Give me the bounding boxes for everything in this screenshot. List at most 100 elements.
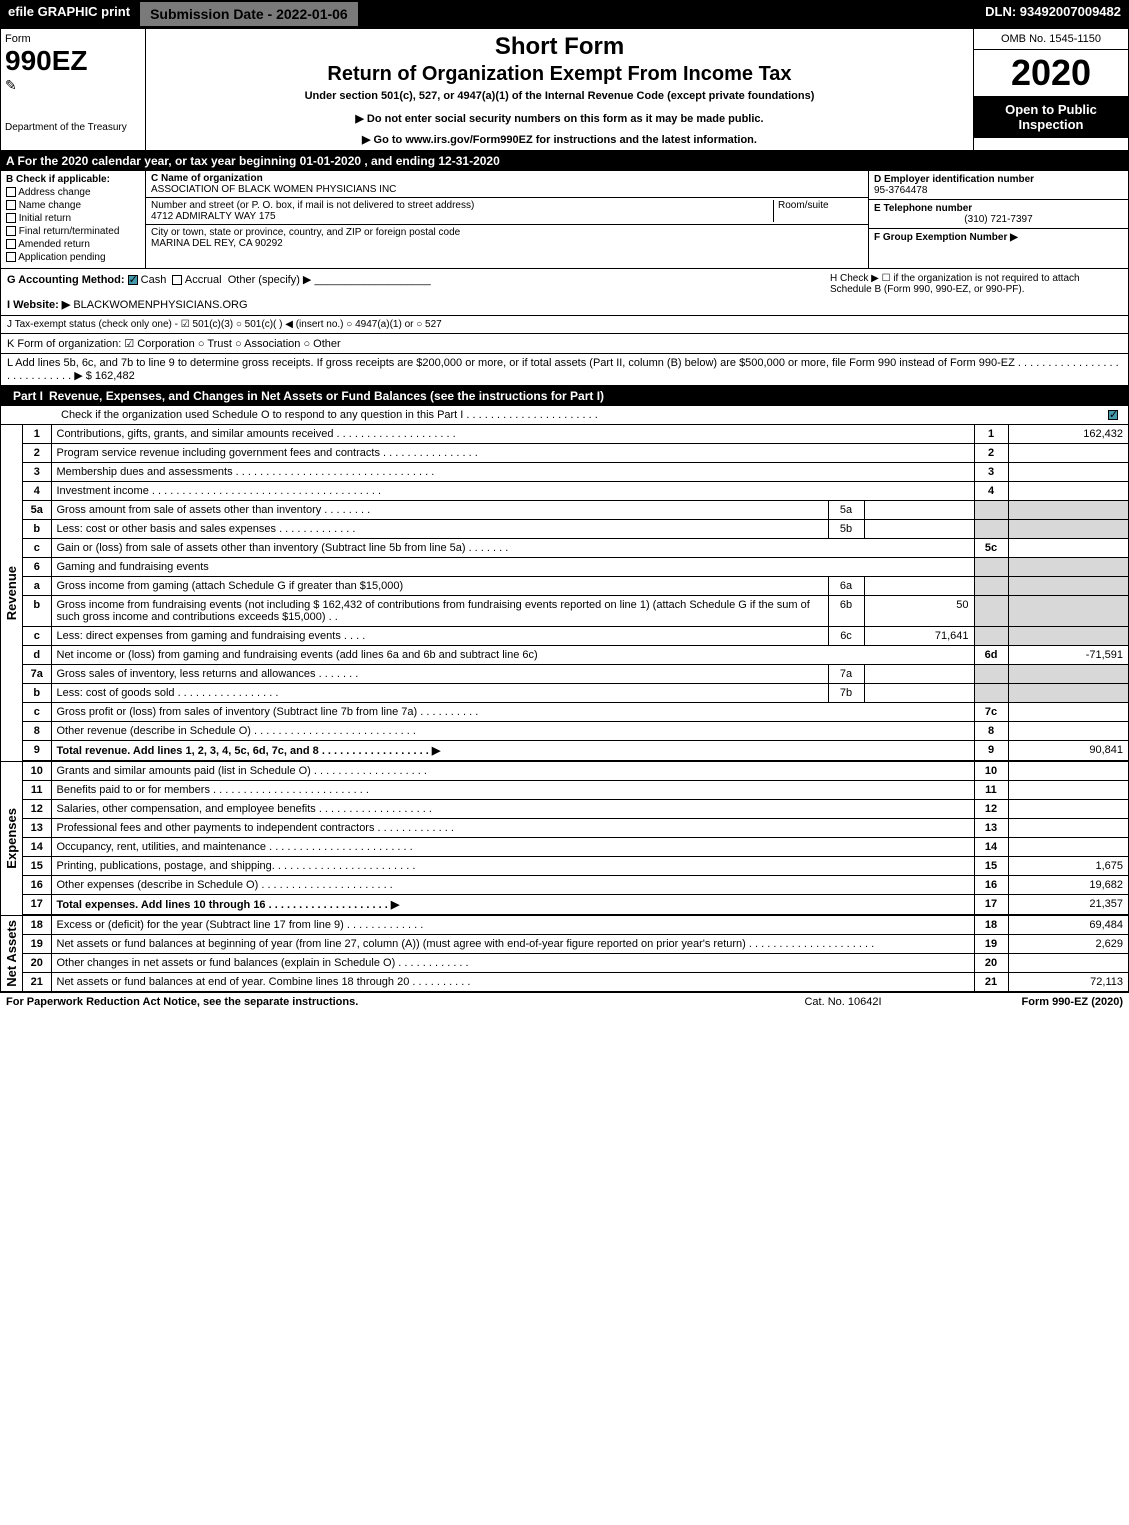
c-name-label: C Name of organization — [151, 173, 263, 184]
header-left: Form 990EZ ✎ Department of the Treasury — [1, 29, 146, 150]
line-6d-text: Net income or (loss) from gaming and fun… — [51, 646, 974, 665]
form-label: Form — [5, 33, 141, 45]
line-7c-text: Gross profit or (loss) from sales of inv… — [51, 703, 974, 722]
short-form-title: Short Form — [152, 33, 967, 61]
b-address-change[interactable]: Address change — [6, 187, 140, 198]
b-title: B Check if applicable: — [6, 174, 140, 185]
net-assets-label: Net Assets — [1, 916, 23, 991]
city-address: MARINA DEL REY, CA 90292 — [151, 238, 283, 249]
form-header: Form 990EZ ✎ Department of the Treasury … — [0, 28, 1129, 151]
line-6-text: Gaming and fundraising events — [51, 558, 974, 577]
org-name: ASSOCIATION OF BLACK WOMEN PHYSICIANS IN… — [151, 184, 396, 195]
part1-title: Revenue, Expenses, and Changes in Net As… — [49, 389, 1122, 403]
b-application-pending[interactable]: Application pending — [6, 252, 140, 263]
line-5b-text: Less: cost or other basis and sales expe… — [51, 520, 828, 539]
line-4-text: Investment income . . . . . . . . . . . … — [51, 482, 974, 501]
phone: (310) 721-7397 — [874, 214, 1123, 225]
line-10-text: Grants and similar amounts paid (list in… — [51, 762, 974, 781]
c-city-label: City or town, state or province, country… — [151, 227, 460, 238]
line-16-text: Other expenses (describe in Schedule O) … — [51, 876, 974, 895]
form-ref: Form 990-EZ (2020) — [943, 996, 1123, 1008]
g-h-block: G Accounting Method: Cash Accrual Other … — [0, 269, 1129, 316]
e-label: E Telephone number — [874, 203, 972, 214]
line-17-amount: 21,357 — [1008, 895, 1128, 915]
line-17-text: Total expenses. Add lines 10 through 16 … — [51, 895, 974, 915]
line-16-amount: 19,682 — [1008, 876, 1128, 895]
k-line: K Form of organization: ☑ Corporation ○ … — [0, 334, 1129, 354]
schedule-o-checkbox[interactable] — [1108, 410, 1118, 420]
dln: DLN: 93492007009482 — [977, 0, 1129, 28]
l-line: L Add lines 5b, 6c, and 7b to line 9 to … — [0, 354, 1129, 386]
under-section: Under section 501(c), 527, or 4947(a)(1)… — [152, 90, 967, 102]
goto-link[interactable]: ▶ Go to www.irs.gov/Form990EZ for instru… — [152, 133, 967, 146]
i-label: I Website: ▶ — [7, 299, 70, 311]
line-5a-text: Gross amount from sale of assets other t… — [51, 501, 828, 520]
part1-bar: Part I Revenue, Expenses, and Changes in… — [0, 386, 1129, 406]
part1-label: Part I — [7, 389, 49, 403]
line-6a-text: Gross income from gaming (attach Schedul… — [51, 577, 828, 596]
g-accrual-checkbox[interactable] — [172, 275, 182, 285]
efile-label: efile GRAPHIC print — [0, 0, 138, 28]
period-bar: A For the 2020 calendar year, or tax yea… — [0, 151, 1129, 171]
room-label: Room/suite — [778, 200, 829, 211]
website[interactable]: BLACKWOMENPHYSICIANS.ORG — [73, 299, 247, 311]
b-amended-return[interactable]: Amended return — [6, 239, 140, 250]
line-21-text: Net assets or fund balances at end of ye… — [51, 973, 974, 992]
line-1-num: 1 — [23, 425, 51, 444]
line-19-amount: 2,629 — [1008, 935, 1128, 954]
submission-date: Submission Date - 2022-01-06 — [138, 0, 360, 28]
revenue-section: Revenue 1Contributions, gifts, grants, a… — [0, 425, 1129, 761]
line-20-text: Other changes in net assets or fund bala… — [51, 954, 974, 973]
d-label: D Employer identification number — [874, 174, 1034, 185]
g-cash-checkbox[interactable] — [128, 275, 138, 285]
paperwork-notice: For Paperwork Reduction Act Notice, see … — [6, 996, 743, 1008]
top-bar: efile GRAPHIC print Submission Date - 20… — [0, 0, 1129, 28]
info-block: B Check if applicable: Address change Na… — [0, 171, 1129, 269]
line-7a-text: Gross sales of inventory, less returns a… — [51, 665, 828, 684]
return-title: Return of Organization Exempt From Incom… — [152, 63, 967, 86]
tax-year: 2020 — [974, 50, 1128, 96]
line-21-amount: 72,113 — [1008, 973, 1128, 992]
expenses-label: Expenses — [1, 762, 23, 915]
line-7b-text: Less: cost of goods sold . . . . . . . .… — [51, 684, 828, 703]
line-1-amount: 162,432 — [1008, 425, 1128, 444]
line-14-text: Occupancy, rent, utilities, and maintena… — [51, 838, 974, 857]
section-b: B Check if applicable: Address change Na… — [1, 171, 146, 268]
line-6c-text: Less: direct expenses from gaming and fu… — [51, 627, 828, 646]
line-6b-text: Gross income from fundraising events (no… — [51, 596, 828, 627]
ssn-warning: ▶ Do not enter social security numbers o… — [152, 112, 967, 125]
line-5c-text: Gain or (loss) from sale of assets other… — [51, 539, 974, 558]
line-3-text: Membership dues and assessments . . . . … — [51, 463, 974, 482]
header-right: OMB No. 1545-1150 2020 Open to Public In… — [973, 29, 1128, 150]
net-assets-section: Net Assets 18Excess or (deficit) for the… — [0, 915, 1129, 992]
section-c: C Name of organization ASSOCIATION OF BL… — [146, 171, 868, 268]
page-footer: For Paperwork Reduction Act Notice, see … — [0, 992, 1129, 1011]
g-label: G Accounting Method: — [7, 274, 125, 286]
omb-number: OMB No. 1545-1150 — [974, 29, 1128, 50]
department: Department of the Treasury — [5, 122, 141, 133]
j-line: J Tax-exempt status (check only one) - ☑… — [0, 316, 1129, 334]
line-6d-amount: -71,591 — [1008, 646, 1128, 665]
b-initial-return[interactable]: Initial return — [6, 213, 140, 224]
h-note: H Check ▶ ☐ if the organization is not r… — [822, 273, 1122, 311]
line-15-amount: 1,675 — [1008, 857, 1128, 876]
open-inspection: Open to Public Inspection — [974, 96, 1128, 138]
form-number: 990EZ — [5, 45, 141, 77]
line-15-text: Printing, publications, postage, and shi… — [51, 857, 974, 876]
b-name-change[interactable]: Name change — [6, 200, 140, 211]
line-6c-value: 71,641 — [864, 627, 974, 646]
expenses-section: Expenses 10Grants and similar amounts pa… — [0, 761, 1129, 915]
section-d: D Employer identification number 95-3764… — [868, 171, 1128, 268]
line-1-text: Contributions, gifts, grants, and simila… — [51, 425, 974, 444]
line-12-text: Salaries, other compensation, and employ… — [51, 800, 974, 819]
line-8-text: Other revenue (describe in Schedule O) .… — [51, 722, 974, 741]
b-final-return[interactable]: Final return/terminated — [6, 226, 140, 237]
line-18-text: Excess or (deficit) for the year (Subtra… — [51, 916, 974, 935]
c-street-label: Number and street (or P. O. box, if mail… — [151, 200, 474, 211]
revenue-label: Revenue — [1, 425, 23, 761]
f-label: F Group Exemption Number ▶ — [874, 232, 1018, 243]
line-11-text: Benefits paid to or for members . . . . … — [51, 781, 974, 800]
check-schedule-o: Check if the organization used Schedule … — [0, 406, 1129, 425]
header-middle: Short Form Return of Organization Exempt… — [146, 29, 973, 150]
line-9-text: Total revenue. Add lines 1, 2, 3, 4, 5c,… — [51, 741, 974, 761]
